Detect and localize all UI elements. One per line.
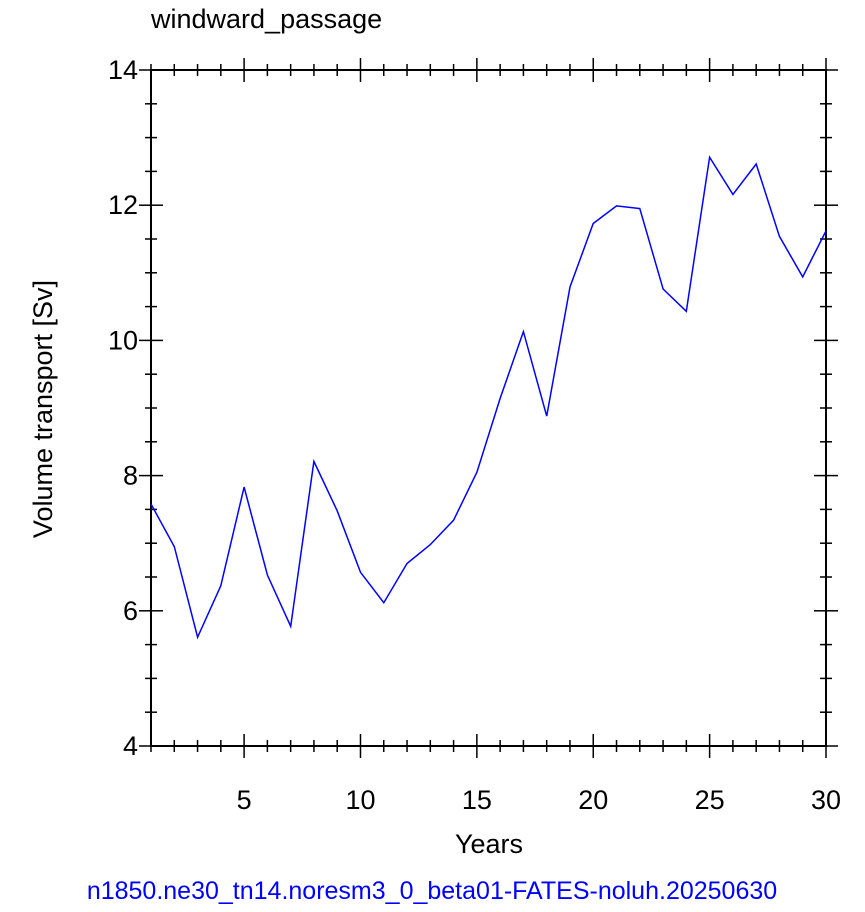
y-tick-label: 4 [123, 731, 138, 761]
x-tick-label: 30 [811, 785, 841, 815]
x-tick-label: 20 [578, 785, 608, 815]
plot-area: 5 10 15 20 25 30 4 6 8 10 12 14 [108, 55, 841, 815]
x-axis-label: Years [455, 829, 523, 859]
x-tick-label: 15 [462, 785, 492, 815]
x-tick-label: 25 [695, 785, 725, 815]
series-line [150, 155, 827, 640]
y-axis-label: Volume transport [Sv] [28, 280, 58, 538]
x-tick-label: 5 [237, 785, 252, 815]
y-tick-label: 10 [108, 325, 138, 355]
plot-frame [150, 69, 827, 747]
y-tick-label: 8 [123, 461, 138, 491]
case-name-footer: n1850.ne30_tn14.noresm3_0_beta01-FATES-n… [87, 877, 777, 905]
y-tick-label: 14 [108, 55, 138, 85]
chart-title: windward_passage [150, 4, 382, 34]
y-tick-label: 6 [123, 596, 138, 626]
x-tick-label: 10 [345, 785, 375, 815]
y-tick-label: 12 [108, 190, 138, 220]
